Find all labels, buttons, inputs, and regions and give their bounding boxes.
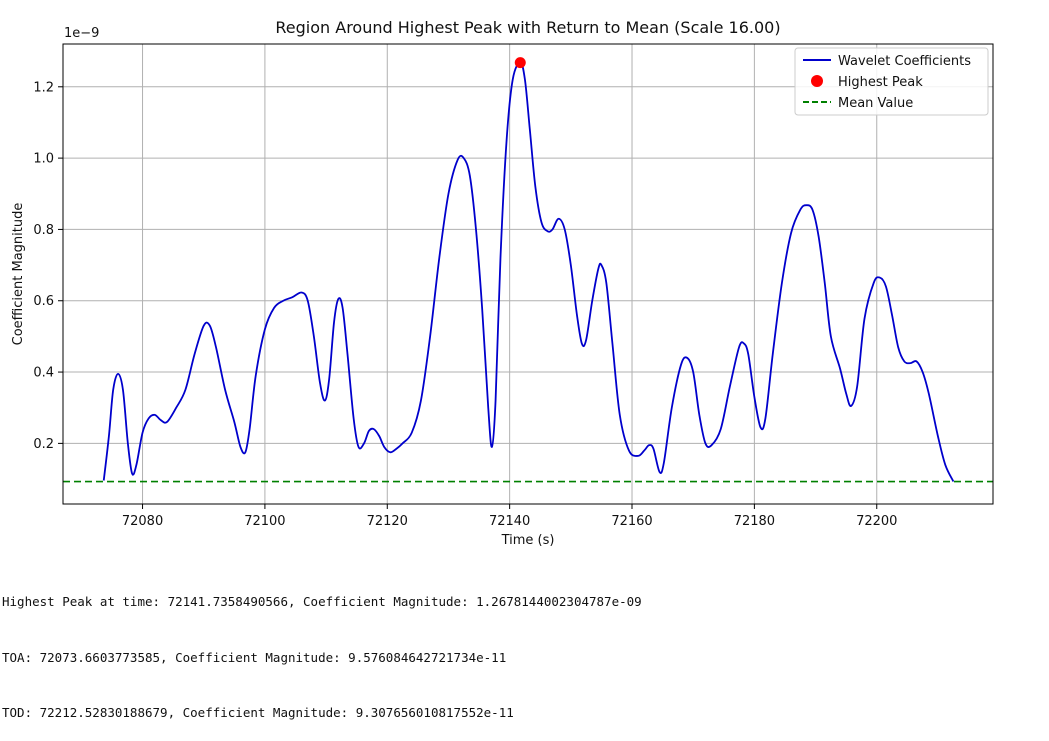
legend-label-wavelet-coefficients: Wavelet Coefficients: [838, 54, 971, 69]
legend-swatch-highest-peak: [811, 75, 823, 87]
x-tick-label: 72120: [367, 514, 408, 529]
output-notes: Highest Peak at time: 72141.7358490566, …: [2, 556, 1042, 741]
legend: Wavelet Coefficients Highest Peak Mean V…: [794, 47, 989, 116]
y-tick-label: 1.0: [33, 152, 54, 167]
legend-label-highest-peak: Highest Peak: [838, 75, 923, 90]
x-axis: 72080 72100 72120 72140 72160 72180 72200: [122, 504, 897, 529]
y-tick-label: 0.6: [33, 294, 54, 309]
note-toa: TOA: 72073.6603773585, Coefficient Magni…: [2, 649, 507, 665]
legend-label-mean-value: Mean Value: [838, 96, 913, 111]
note-highest-peak: Highest Peak at time: 72141.7358490566, …: [2, 594, 642, 609]
chart-title: Region Around Highest Peak with Return t…: [275, 18, 780, 37]
grid: [63, 44, 993, 504]
y-tick-label: 0.8: [33, 223, 54, 238]
x-tick-label: 72080: [122, 514, 163, 529]
y-tick-label: 0.4: [33, 366, 54, 381]
plot-frame: [62, 43, 994, 505]
highest-peak-marker: [514, 57, 526, 69]
x-tick-label: 72160: [611, 514, 652, 529]
series-layer: [63, 57, 993, 483]
y-tick-label: 1.2: [33, 80, 54, 95]
note-tod: TOD: 72212.52830188679, Coefficient Magn…: [2, 705, 514, 720]
y-axis: 0.2 0.4 0.6 0.8 1.0 1.2: [33, 80, 63, 452]
x-tick-label: 72200: [856, 514, 897, 529]
x-tick-label: 72180: [734, 514, 775, 529]
wavelet-chart: 72080 72100 72120 72140 72160 72180 72200 0.20…: [11, 18, 994, 548]
plot-area: [63, 44, 993, 504]
legend-box: [794, 47, 989, 116]
y-offset-label: 1e−9: [64, 26, 99, 41]
x-axis-label: Time (s): [501, 533, 555, 548]
y-tick-label: 0.2: [33, 437, 54, 452]
x-tick-label: 72140: [489, 514, 530, 529]
x-tick-label: 72100: [244, 514, 285, 529]
y-axis-label: Coefficient Magnitude: [11, 203, 26, 346]
